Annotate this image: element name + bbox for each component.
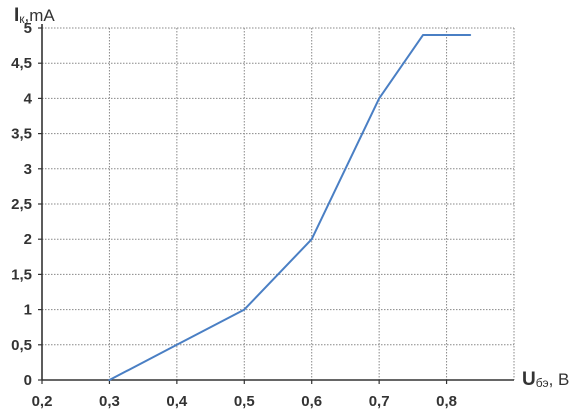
grid: [42, 27, 515, 380]
y-tick-label: 0: [24, 372, 32, 389]
y-tick-label: 0,5: [11, 337, 32, 354]
series: [108, 34, 472, 381]
y-tick-label: 4,5: [11, 55, 32, 72]
y-tick-label: 5: [24, 20, 32, 37]
y-tick-label: 1,5: [11, 266, 32, 283]
x-tick-labels: 0,2 0,3 0,4 0,5 0,6 0,7 0,8: [32, 393, 457, 410]
y-tick-label: 4: [24, 90, 33, 107]
series-line: [108, 34, 472, 381]
x-axis-title: Uбэ, B: [522, 369, 569, 390]
y-tick-label: 1: [24, 302, 32, 319]
y-axis-title-unit: ,mA: [25, 6, 56, 25]
y-tick-label: 3,5: [11, 126, 32, 143]
x-tick-label: 0,4: [166, 393, 188, 410]
y-axis-title: Iк,mA: [14, 5, 55, 26]
y-tick-label: 2,5: [11, 196, 32, 213]
axes: [38, 24, 514, 384]
y-tick-label: 3: [24, 161, 32, 178]
y-axis-title-sub: к: [19, 12, 25, 26]
y-tick-labels: 0 0,5 1 1,5 2 2,5 3 3,5 4 4,5 5: [11, 20, 33, 389]
x-tick-label: 0,2: [32, 393, 53, 410]
x-tick-label: 0,5: [234, 393, 255, 410]
x-tick-label: 0,8: [436, 393, 457, 410]
x-axis-title-sub: бэ: [536, 376, 549, 390]
x-tick-label: 0,3: [99, 393, 120, 410]
x-tick-label: 0,6: [301, 393, 322, 410]
y-axis-title-main: I: [14, 5, 19, 26]
y-tick-label: 2: [24, 231, 32, 248]
x-axis-title-unit: , B: [549, 370, 570, 389]
x-tick-label: 0,7: [369, 393, 390, 410]
x-axis-title-main: U: [522, 369, 536, 390]
